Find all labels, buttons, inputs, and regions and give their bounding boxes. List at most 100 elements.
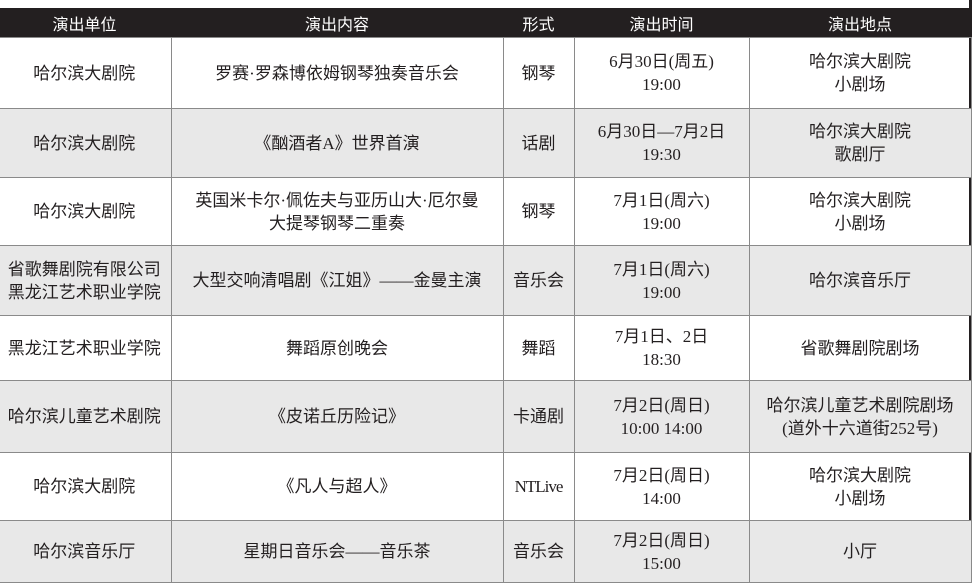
- cell-venue-line: 哈尔滨大剧院: [809, 465, 911, 485]
- cell-unit-line: 哈尔滨大剧院: [33, 133, 136, 153]
- cell-time: 7月1日(周六) 19:00: [573, 177, 750, 246]
- cell-unit-line: 哈尔滨大剧院: [33, 202, 136, 221]
- cell-content: 星期日音乐会——音乐茶: [170, 520, 504, 583]
- cell-content: 《凡人与超人》: [170, 452, 504, 521]
- cell-venue: 哈尔滨音乐厅: [748, 245, 972, 316]
- cell-time-line: 7月1日(周六): [613, 190, 710, 210]
- cell-content-line: 《皮诺丘历险记》: [269, 407, 405, 426]
- table-row: 黑龙江艺术职业学院 舞蹈原创晚会 舞蹈 7月1日、2日 18:30 省歌舞剧院剧场: [0, 315, 972, 381]
- header-venue: 演出地点: [749, 8, 971, 38]
- cell-unit-line: 哈尔滨音乐厅: [33, 542, 136, 561]
- cell-unit-line: 哈尔滨大剧院: [33, 477, 136, 496]
- cell-time-line: 14:00: [642, 488, 681, 508]
- cell-content: 《酗酒者A》世界首演: [170, 108, 504, 178]
- cell-venue-line: 小剧场: [834, 213, 886, 233]
- header-content: 演出内容: [171, 8, 503, 38]
- cell-time-line: 7月1日(周六): [613, 259, 710, 279]
- cell-time-line: 18:30: [642, 350, 681, 369]
- cell-content: 《皮诺丘历险记》: [170, 380, 504, 453]
- table-row: 哈尔滨大剧院 罗赛·罗森博依姆钢琴独奏音乐会 钢琴 6月30日(周五) 19:00 哈尔滨…: [0, 37, 972, 109]
- cell-unit: 黑龙江艺术职业学院: [0, 315, 172, 381]
- cell-time-line: 19:30: [642, 145, 681, 164]
- cell-venue-line: 哈尔滨大剧院: [809, 122, 911, 141]
- cell-form: 音乐会: [502, 520, 575, 583]
- cell-content: 英国米卡尔·佩佐夫与亚历山大·厄尔曼 大提琴钢琴二重奏: [170, 177, 504, 246]
- cell-unit-line: 哈尔滨儿童艺术剧院: [7, 407, 161, 426]
- cell-content-line: 英国米卡尔·佩佐夫与亚历山大·厄尔曼: [195, 190, 479, 210]
- cell-time: 7月1日、2日 18:30: [573, 315, 750, 381]
- cell-form: 音乐会: [502, 245, 575, 316]
- cell-time: 7月2日(周日) 15:00: [573, 520, 750, 583]
- table-row: 省歌舞剧院有限公司 黑龙江艺术职业学院 大型交响清唱剧《江姐》——金曼主演 音乐会 7月…: [0, 245, 972, 316]
- cell-content-line: 大型交响清唱剧《江姐》——金曼主演: [192, 271, 482, 290]
- cell-venue: 哈尔滨大剧院 小剧场: [748, 177, 972, 246]
- cell-form: 舞蹈: [502, 315, 575, 381]
- cell-venue-line: 省歌舞剧院剧场: [800, 338, 920, 358]
- cell-content: 舞蹈原创晚会: [170, 315, 504, 381]
- cell-venue-line: 小剧场: [834, 75, 886, 94]
- cell-time-line: 6月30日—7月2日: [597, 122, 726, 141]
- cell-time-line: 7月2日(周日): [613, 465, 710, 485]
- cell-form: 话剧: [502, 108, 575, 178]
- cell-venue: 小厅: [748, 520, 972, 583]
- cell-unit: 哈尔滨大剧院: [0, 37, 172, 109]
- cell-venue-line: (道外十六道街252号): [782, 418, 938, 438]
- cell-time: 6月30日(周五) 19:00: [573, 37, 750, 109]
- cell-content-line: 罗赛·罗森博依姆钢琴独奏音乐会: [215, 63, 459, 83]
- cell-venue: 哈尔滨大剧院 歌剧厅: [748, 108, 972, 178]
- cell-venue-line: 哈尔滨音乐厅: [809, 271, 911, 290]
- cell-content-line: 星期日音乐会——音乐茶: [243, 542, 431, 561]
- cell-unit: 哈尔滨大剧院: [0, 177, 172, 246]
- cell-time-line: 19:00: [642, 282, 681, 302]
- table-row: 哈尔滨大剧院 英国米卡尔·佩佐夫与亚历山大·厄尔曼 大提琴钢琴二重奏 钢琴 7月1日(周…: [0, 177, 972, 246]
- cell-unit: 哈尔滨大剧院: [0, 452, 172, 521]
- cell-form: 卡通剧: [502, 380, 575, 453]
- table-body: 哈尔滨大剧院 罗赛·罗森博依姆钢琴独奏音乐会 钢琴 6月30日(周五) 19:00 哈尔滨…: [0, 37, 972, 583]
- cell-unit: 哈尔滨大剧院: [0, 108, 172, 178]
- cell-venue-line: 哈尔滨儿童艺术剧院剧场: [766, 395, 954, 415]
- cell-time: 7月2日(周日) 14:00: [573, 452, 750, 521]
- cell-venue-line: 小剧场: [834, 488, 886, 508]
- cell-venue-line: 哈尔滨大剧院: [809, 52, 911, 71]
- cell-content-line: 舞蹈原创晚会: [286, 338, 388, 358]
- cell-content-line: 《酗酒者A》世界首演: [254, 133, 420, 153]
- cell-time: 6月30日—7月2日 19:30: [573, 108, 750, 178]
- table-row: 哈尔滨儿童艺术剧院 《皮诺丘历险记》 卡通剧 7月2日(周日) 10:00 14:00 哈…: [0, 380, 972, 453]
- header-row: 演出单位 演出内容 形式 演出时间 演出地点: [0, 8, 971, 38]
- cell-form: 钢琴: [502, 37, 575, 109]
- performance-schedule-table: 演出单位 演出内容 形式 演出时间 演出地点 哈尔滨大剧院罗赛·罗森博依姆钢琴独…: [0, 8, 972, 583]
- cell-time-line: 7月1日、2日: [614, 327, 709, 346]
- cell-time: 7月1日(周六) 19:00: [573, 245, 750, 316]
- cell-unit: 哈尔滨儿童艺术剧院: [0, 380, 172, 453]
- cell-time-line: 7月2日(周日): [613, 530, 710, 550]
- cell-venue: 哈尔滨儿童艺术剧院剧场 (道外十六道街252号): [748, 380, 972, 453]
- cell-time-line: 6月30日(周五): [609, 52, 714, 71]
- cell-time-line: 19:00: [642, 213, 681, 233]
- cell-content-line: 大提琴钢琴二重奏: [269, 213, 405, 233]
- cell-time-line: 7月2日(周日): [613, 395, 710, 415]
- cell-venue-line: 小厅: [843, 542, 877, 561]
- cell-venue-line: 哈尔滨大剧院: [809, 190, 911, 210]
- cell-form: 钢琴: [502, 177, 575, 246]
- cell-content: 罗赛·罗森博依姆钢琴独奏音乐会: [170, 37, 504, 109]
- cell-unit-line: 黑龙江艺术职业学院: [7, 338, 161, 358]
- cell-unit: 哈尔滨音乐厅: [0, 520, 172, 583]
- table-row: 哈尔滨大剧院 《凡人与超人》 NTLive 7月2日(周日) 14:00 哈尔滨大剧院 小剧…: [0, 452, 972, 521]
- header-unit: 演出单位: [0, 8, 171, 38]
- cell-venue: 哈尔滨大剧院 小剧场: [748, 452, 972, 521]
- cell-time: 7月2日(周日) 10:00 14:00: [573, 380, 750, 453]
- header-time: 演出时间: [574, 8, 749, 38]
- cell-content: 大型交响清唱剧《江姐》——金曼主演: [170, 245, 504, 316]
- cell-unit: 省歌舞剧院有限公司 黑龙江艺术职业学院: [0, 245, 172, 316]
- cell-unit-line: 黑龙江艺术职业学院: [7, 282, 161, 302]
- cell-content-line: 《凡人与超人》: [277, 477, 397, 496]
- cell-time-line: 15:00: [642, 553, 681, 573]
- cell-time-line: 10:00 14:00: [620, 418, 703, 438]
- table-row: 哈尔滨大剧院 《酗酒者A》世界首演 话剧 6月30日—7月2日 19:30 哈尔滨大剧院歌…: [0, 108, 972, 178]
- header-form: 形式: [503, 8, 574, 38]
- cell-form: NTLive: [502, 452, 575, 521]
- cell-unit-line: 哈尔滨大剧院: [33, 63, 136, 83]
- cell-unit-line: 省歌舞剧院有限公司: [7, 259, 161, 279]
- cell-venue: 省歌舞剧院剧场: [748, 315, 972, 381]
- table-row: 哈尔滨音乐厅 星期日音乐会——音乐茶 音乐会 7月2日(周日) 15:00 小厅: [0, 520, 972, 583]
